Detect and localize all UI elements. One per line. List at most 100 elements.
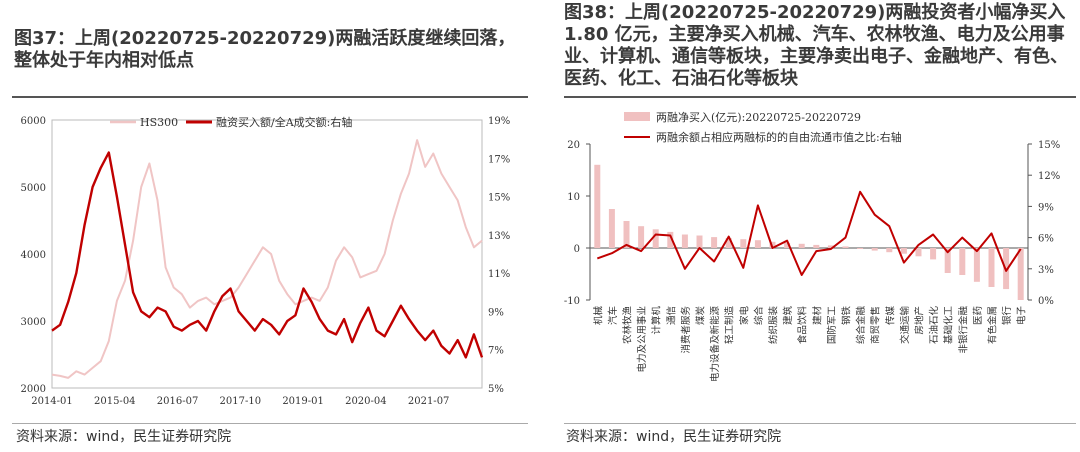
x-category-label: 食品饮料 bbox=[797, 306, 809, 345]
x-category-label: 综合金融 bbox=[855, 306, 867, 345]
legend-label: 融资买入额/全A成交额:右轴 bbox=[216, 115, 352, 129]
y-right-tick-label: 13% bbox=[488, 231, 510, 242]
x-category-label: 综合 bbox=[753, 306, 765, 326]
y-left-tick-label: 4000 bbox=[21, 250, 46, 261]
left-title-rule bbox=[12, 96, 528, 98]
x-tick-label: 2015-04 bbox=[94, 396, 136, 407]
bar-net-buy bbox=[594, 164, 601, 248]
x-category-label: 钢铁 bbox=[841, 306, 853, 326]
bar-net-buy bbox=[784, 242, 791, 248]
legend-swatch bbox=[624, 112, 650, 121]
y-left-tick-label: 0 bbox=[574, 244, 580, 255]
bar-net-buy bbox=[652, 229, 659, 248]
x-category-label: 电子 bbox=[1016, 306, 1028, 326]
legend-label: HS300 bbox=[140, 116, 178, 129]
x-category-label: 建材 bbox=[811, 306, 823, 326]
bar-net-buy bbox=[959, 248, 966, 275]
x-category-label: 汽车 bbox=[607, 306, 619, 325]
bar-net-buy bbox=[696, 235, 703, 248]
bar-net-buy bbox=[944, 248, 951, 273]
y-left-tick-label: -10 bbox=[564, 296, 580, 307]
y-left-tick-label: 10 bbox=[567, 192, 580, 203]
y-left-tick-label: 6000 bbox=[21, 116, 46, 127]
x-tick-label: 2017-10 bbox=[220, 396, 262, 407]
bar-net-buy bbox=[827, 245, 834, 248]
x-category-label: 房地产 bbox=[914, 306, 926, 335]
x-category-label: 银行 bbox=[1001, 306, 1013, 326]
y-right-tick-label: 11% bbox=[488, 269, 510, 280]
y-right-tick-label: 5% bbox=[488, 384, 504, 395]
y-right-tick-label: 19% bbox=[488, 116, 510, 127]
right-source-note: 资料来源：wind，民生证券研究院 bbox=[566, 429, 782, 445]
x-category-label: 国防军工 bbox=[826, 306, 838, 345]
left-source-note: 资料来源：wind，民生证券研究院 bbox=[16, 429, 232, 445]
bar-net-buy bbox=[900, 248, 907, 254]
bar-net-buy bbox=[711, 237, 718, 248]
margin-ratio-line bbox=[51, 151, 484, 359]
y-left-tick-label: 3000 bbox=[21, 317, 46, 328]
legend-label: 两融余额占相应两融标的的自由流通市值之比:右轴 bbox=[656, 130, 902, 144]
y-right-tick-label: 3% bbox=[1038, 265, 1054, 276]
x-tick-label: 2014-01 bbox=[31, 396, 73, 407]
x-tick-label: 2016-07 bbox=[157, 396, 199, 407]
left-chart: 2000 3000 4000 5000 6000 5% 7% 9% 11% 13% 15% 17% 19… bbox=[21, 115, 511, 407]
left-figure-panel: 图37：上周(20220725-20220729)两融活跃度继续回落，整体处于年… bbox=[12, 28, 528, 445]
y-right-tick-label: 17% bbox=[488, 154, 510, 165]
x-category-label: 电力及公用事业 bbox=[636, 306, 648, 373]
bar-net-buy bbox=[798, 243, 805, 248]
right-footer-rule bbox=[564, 423, 1076, 424]
bar-net-buy bbox=[857, 248, 864, 249]
x-category-label: 传媒 bbox=[884, 306, 896, 326]
bar-net-buy bbox=[638, 226, 645, 248]
x-category-label: 非银行金融 bbox=[957, 306, 969, 354]
bar-net-buy bbox=[988, 248, 995, 287]
legend-label: 两融净买入(亿元):20220725-20220729 bbox=[656, 110, 861, 124]
y-right-tick-label: 15% bbox=[1038, 140, 1060, 151]
y-right-tick-label: 9% bbox=[1038, 202, 1054, 213]
x-category-label: 医药 bbox=[973, 306, 984, 325]
bar-net-buy bbox=[681, 234, 688, 248]
bar-net-buy bbox=[813, 244, 820, 248]
right-title-rule bbox=[564, 96, 1076, 98]
x-tick-label: 2021-07 bbox=[408, 396, 450, 407]
x-tick-label: 2019-01 bbox=[282, 396, 324, 407]
y-right-tick-label: 6% bbox=[1038, 234, 1054, 245]
x-category-label: 家电 bbox=[738, 306, 750, 326]
right-chart: -10 0 10 20 0% 3% 6% 9% 12% 15% 机械 汽车 农林牧渔 电力及公用事业 计算机… bbox=[564, 110, 1060, 383]
bar-net-buy bbox=[667, 231, 674, 248]
x-category-label: 商贸零售 bbox=[870, 306, 882, 344]
y-right-tick-label: 15% bbox=[488, 193, 510, 204]
x-category-label: 机械 bbox=[592, 306, 604, 326]
x-category-label: 通信 bbox=[665, 306, 677, 325]
bar-net-buy bbox=[886, 248, 893, 253]
x-category-label: 交通运输 bbox=[899, 306, 911, 345]
x-tick-label: 2020-04 bbox=[345, 396, 387, 407]
bar-net-buy bbox=[725, 238, 732, 248]
y-right-tick-label: 9% bbox=[488, 307, 504, 318]
y-left-tick-label: 5000 bbox=[21, 183, 46, 194]
x-category-label: 建筑 bbox=[782, 306, 794, 326]
bar-net-buy bbox=[871, 248, 878, 251]
bar-net-buy bbox=[740, 239, 747, 248]
plot-frame bbox=[51, 119, 483, 389]
x-category-label: 有色金属 bbox=[987, 306, 999, 344]
bar-net-buy bbox=[842, 246, 849, 248]
y-right-tick-label: 0% bbox=[1038, 296, 1054, 307]
bar-net-buy bbox=[608, 209, 615, 248]
x-category-label: 轻工制造 bbox=[724, 306, 736, 345]
bar-net-buy bbox=[915, 248, 922, 257]
right-figure-title: 图38：上周(20220725-20220729)两融投资者小幅净买入 1.80… bbox=[564, 2, 1068, 89]
x-category-label: 消费者服务 bbox=[680, 306, 692, 354]
x-category-label: 石油石化 bbox=[928, 306, 940, 345]
bar-net-buy bbox=[769, 241, 776, 248]
x-category-label: 农林牧渔 bbox=[622, 306, 634, 345]
x-category-label: 煤炭 bbox=[695, 306, 707, 326]
x-category-label: 电力设备及新能源 bbox=[709, 306, 721, 383]
y-left-tick-label: 2000 bbox=[21, 384, 46, 395]
bar-net-buy bbox=[754, 240, 761, 248]
x-category-label: 基础化工 bbox=[943, 306, 955, 345]
left-footer-rule bbox=[12, 423, 528, 424]
margin-balance-ratio-line bbox=[596, 190, 1022, 276]
hs300-line bbox=[51, 139, 483, 379]
bar-net-buy bbox=[623, 221, 630, 248]
